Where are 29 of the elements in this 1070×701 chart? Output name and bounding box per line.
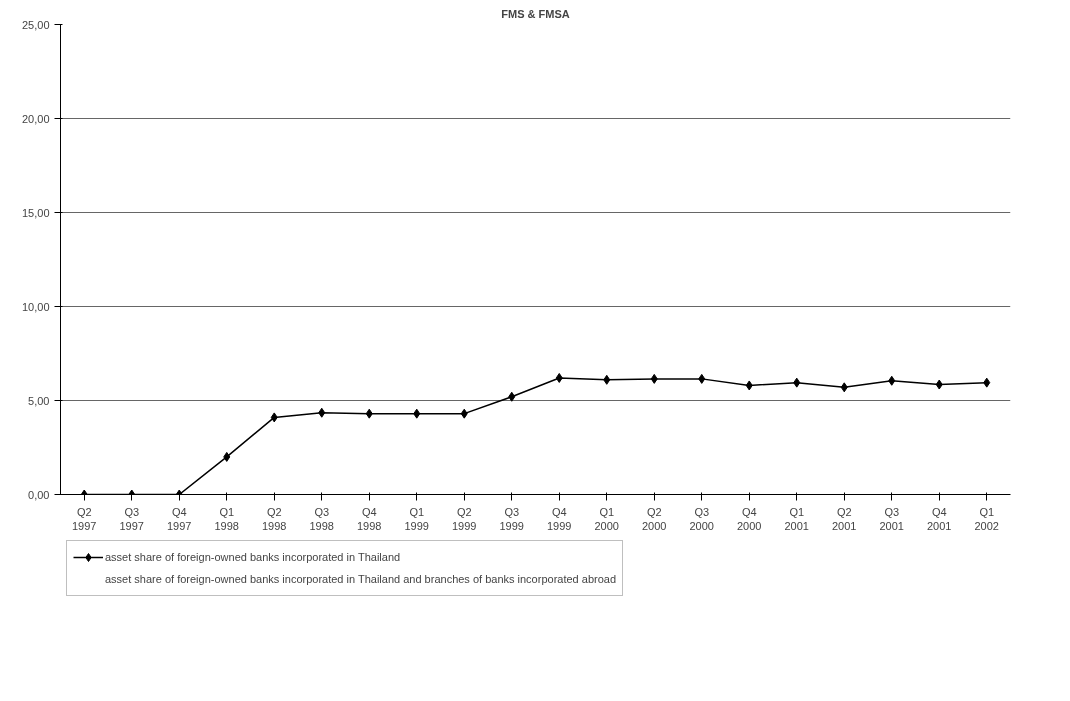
- x-tick-label: Q1 2001: [784, 505, 809, 532]
- chart-title: FMS & FMSA: [501, 7, 570, 20]
- y-tick-label: 0,00: [28, 488, 50, 501]
- x-tick-label: Q2 2000: [642, 505, 667, 532]
- y-tick-label: 5,00: [28, 394, 50, 407]
- x-tick-label: Q2 2001: [832, 505, 857, 532]
- y-tick-label: 25,00: [21, 18, 50, 31]
- y-tick-label: 20,00: [21, 112, 50, 125]
- x-tick-label: Q3 1998: [309, 505, 334, 532]
- x-tick-label: Q4 2000: [737, 505, 762, 532]
- x-tick-label: Q1 1999: [404, 505, 429, 532]
- x-tick-label: Q2 1997: [72, 505, 97, 532]
- x-tick-label: Q4 1998: [357, 505, 382, 532]
- x-tick-label: Q2 1999: [452, 505, 477, 532]
- x-tick-label: Q1 1998: [214, 505, 239, 532]
- x-tick-label: Q2 1998: [262, 505, 287, 532]
- text: asset share of foreign-owned banks incorporated in Thailand and branches of banks incorporated abroad: [105, 573, 617, 585]
- x-tick-label: Q4 1999: [547, 505, 572, 532]
- y-tick-label: 15,00: [21, 206, 50, 219]
- x-tick-label: Q1 2002: [974, 505, 999, 532]
- x-tick-label: Q4 2001: [927, 505, 952, 532]
- y-tick-label: 10,00: [21, 300, 50, 313]
- x-tick-label: Q3 1999: [499, 505, 524, 532]
- x-tick-label: Q3 1997: [119, 505, 144, 532]
- x-tick-label: Q4 1997: [167, 505, 192, 532]
- legend-label: asset share of foreign-owned banks incorporated in Thailand: [105, 551, 401, 563]
- x-tick-label: Q1 2000: [594, 505, 619, 532]
- x-tick-label: Q3 2001: [879, 505, 904, 532]
- x-tick-label: Q3 2000: [689, 505, 714, 532]
